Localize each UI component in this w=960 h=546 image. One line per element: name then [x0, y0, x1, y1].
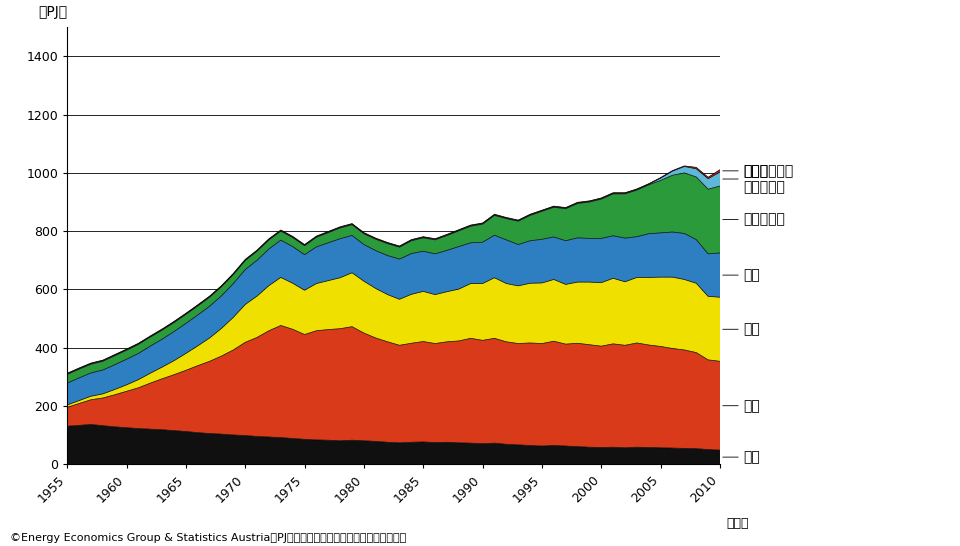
- Text: 他の再生可能
エネルギー: 他の再生可能 エネルギー: [723, 164, 794, 194]
- Text: ©Energy Economics Group & Statistics Austria　PJ：ペタジュール。エネルギー量の単位。: ©Energy Economics Group & Statistics Aus…: [10, 533, 406, 543]
- Text: （PJ）: （PJ）: [37, 4, 67, 19]
- Text: ガス: ガス: [723, 322, 760, 336]
- Text: 石炭: 石炭: [723, 450, 760, 464]
- Text: バイオマス: バイオマス: [723, 212, 785, 227]
- Text: 水力: 水力: [723, 268, 760, 282]
- Text: その他: その他: [723, 164, 769, 178]
- Text: 石油: 石油: [723, 399, 760, 413]
- Text: 〔年〕: 〔年〕: [727, 517, 749, 530]
